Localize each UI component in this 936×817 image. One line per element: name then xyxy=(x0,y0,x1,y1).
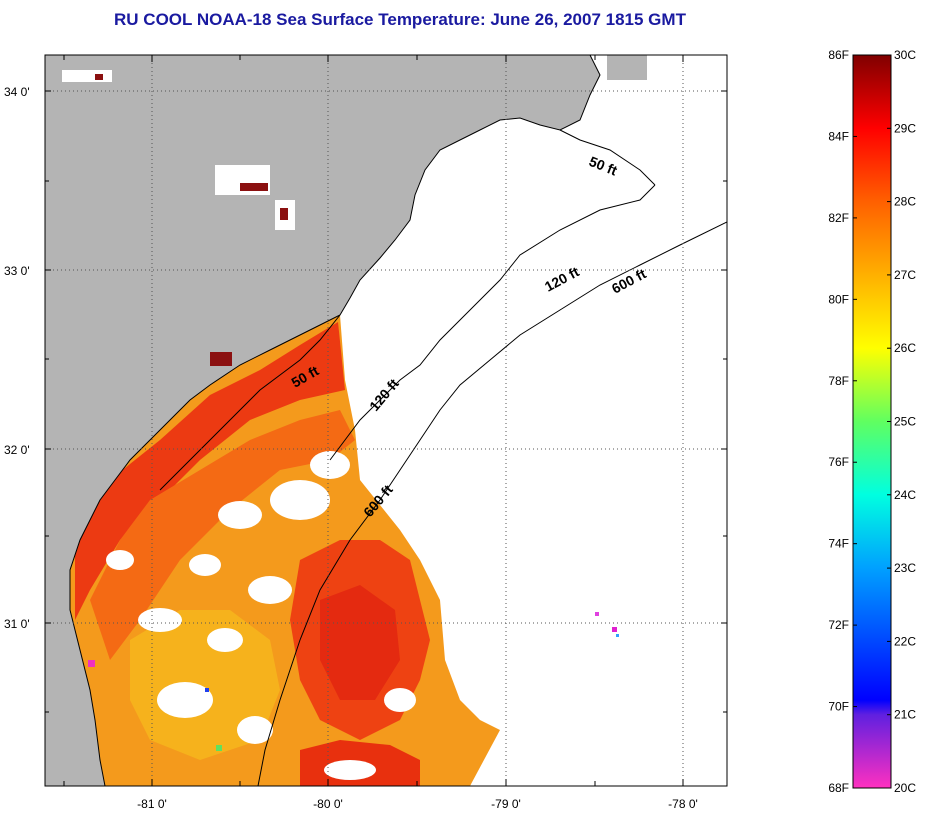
colorbar-celsius-label: 20C xyxy=(894,781,916,795)
axis-ticks xyxy=(45,55,727,786)
colorbar-celsius-labels: 30C 29C 28C 27C 26C 25C 24C 23C 22C 21C 20C xyxy=(894,48,916,795)
colorbar-fahrenheit-label: 86F xyxy=(828,48,849,62)
colorbar-celsius-label: 21C xyxy=(894,708,916,722)
lon-label-79: -79 0' xyxy=(491,797,521,811)
colorbar-fahrenheit-labels: 86F 84F 82F 80F 78F 76F 74F 72F 70F 68F xyxy=(828,48,849,795)
colorbar-celsius-label: 29C xyxy=(894,121,916,135)
land-mass xyxy=(45,55,600,786)
colorbar-celsius-label: 28C xyxy=(894,195,916,209)
colorbar-celsius-label: 24C xyxy=(894,488,916,502)
colorbar-fahrenheit-label: 76F xyxy=(828,455,849,469)
sst-data-swath xyxy=(45,315,619,786)
colorbar-celsius-label: 27C xyxy=(894,268,916,282)
map-title: RU COOL NOAA-18 Sea Surface Temperature:… xyxy=(114,10,686,29)
colorbar-fahrenheit-label: 68F xyxy=(828,781,849,795)
depth-contours xyxy=(159,129,727,786)
colorbar-gradient xyxy=(852,54,892,789)
graticule xyxy=(45,55,727,786)
coastline xyxy=(69,55,601,786)
colorbar-fahrenheit-label: 80F xyxy=(828,292,849,306)
lat-label-34: 34 0' xyxy=(4,85,30,99)
colorbar-ticks xyxy=(853,54,891,789)
map-frame xyxy=(44,54,728,787)
lat-label-31: 31 0' xyxy=(4,617,30,631)
colorbar-celsius-label: 25C xyxy=(894,415,916,429)
lat-label-33: 33 0' xyxy=(4,264,30,278)
colorbar-celsius-label: 22C xyxy=(894,634,916,648)
lon-label-81: -81 0' xyxy=(137,797,167,811)
colorbar-fahrenheit-label: 84F xyxy=(828,129,849,143)
lat-label-32: 32 0' xyxy=(4,443,30,457)
colorbar-celsius-label: 23C xyxy=(894,561,916,575)
colorbar-celsius-label: 26C xyxy=(894,341,916,355)
colorbar-fahrenheit-label: 70F xyxy=(828,700,849,714)
colorbar-fahrenheit-label: 82F xyxy=(828,211,849,225)
colorbar-celsius-label: 30C xyxy=(894,48,916,62)
lon-label-80: -80 0' xyxy=(313,797,343,811)
lon-label-78: -78 0' xyxy=(668,797,698,811)
colorbar-fahrenheit-label: 74F xyxy=(828,537,849,551)
colorbar-fahrenheit-label: 72F xyxy=(828,618,849,632)
colorbar-fahrenheit-label: 78F xyxy=(828,374,849,388)
